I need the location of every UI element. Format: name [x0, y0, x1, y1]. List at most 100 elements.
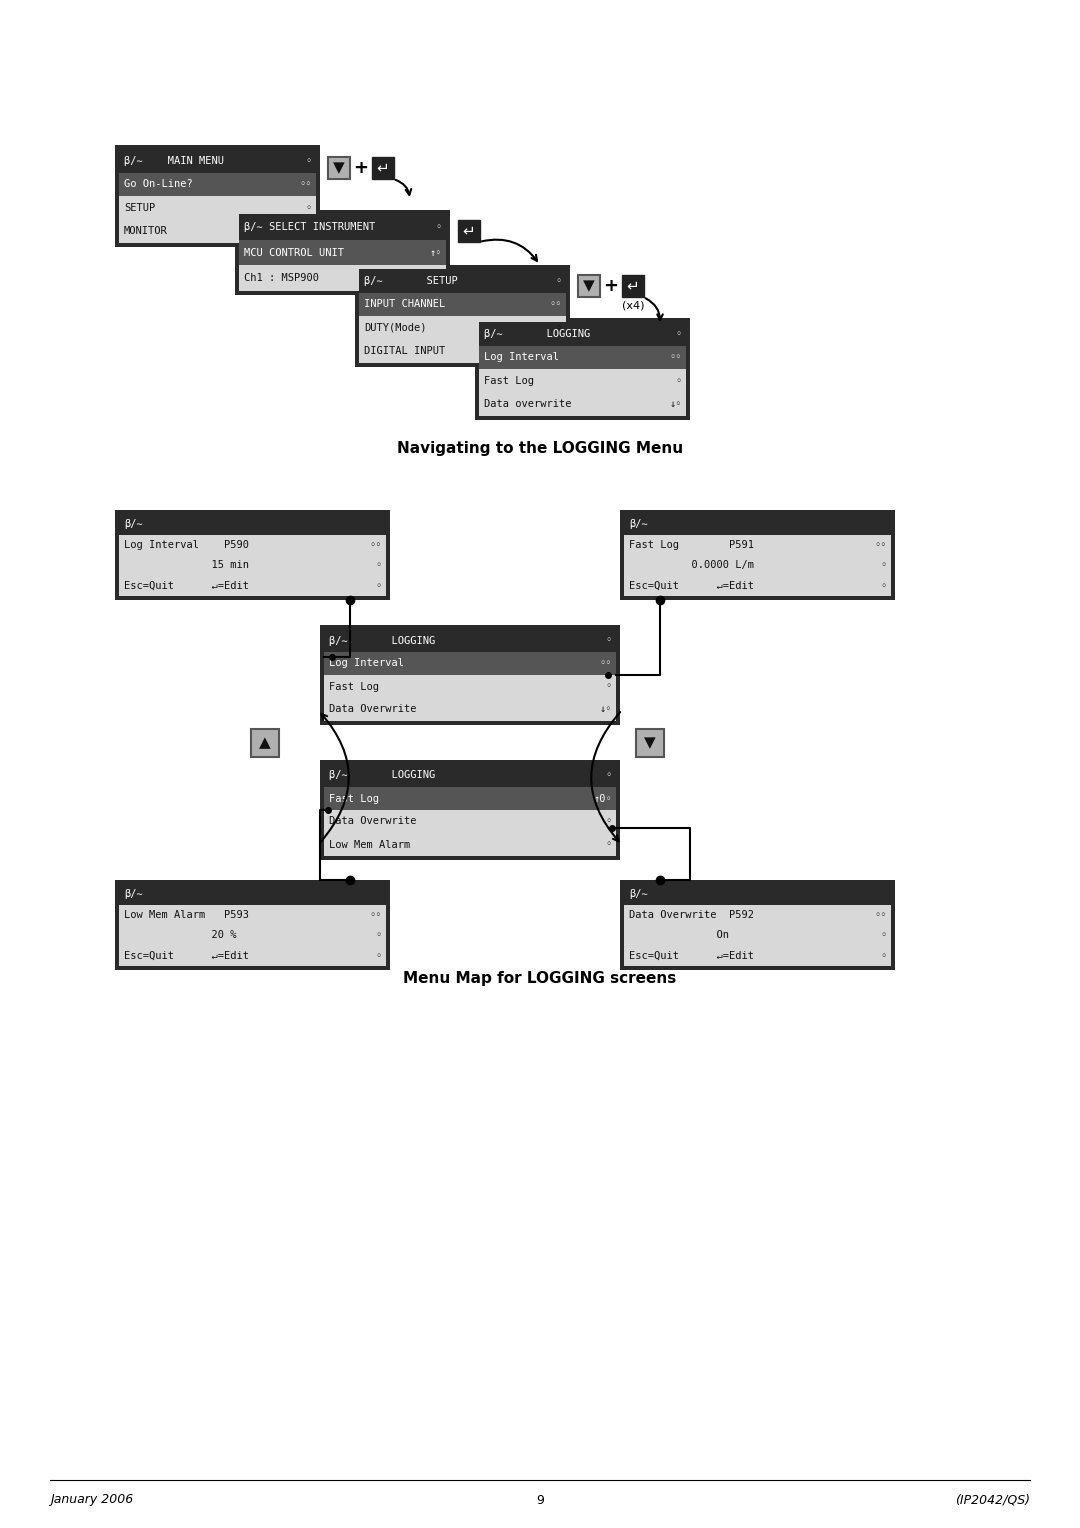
Text: ↵: ↵: [462, 223, 475, 238]
Text: ◦: ◦: [435, 222, 442, 232]
Text: ◦: ◦: [376, 950, 382, 961]
FancyBboxPatch shape: [239, 240, 446, 266]
Text: ▼: ▼: [583, 278, 595, 293]
Text: β/∼: β/∼: [629, 889, 648, 900]
Text: ↵: ↵: [377, 160, 390, 176]
Text: ↵: ↵: [626, 278, 639, 293]
Text: DIGITAL INPUT: DIGITAL INPUT: [364, 347, 445, 356]
FancyBboxPatch shape: [239, 214, 446, 240]
FancyBboxPatch shape: [119, 150, 316, 243]
Text: ◦: ◦: [306, 203, 312, 212]
FancyBboxPatch shape: [622, 275, 644, 296]
Text: β/∼: β/∼: [124, 889, 143, 900]
Text: ◦: ◦: [376, 581, 382, 591]
FancyBboxPatch shape: [624, 513, 891, 535]
Text: Data overwrite: Data overwrite: [484, 399, 571, 410]
Text: Esc=Quit      ↵=Edit: Esc=Quit ↵=Edit: [629, 950, 754, 961]
Text: Log Interval: Log Interval: [484, 353, 559, 362]
FancyBboxPatch shape: [114, 145, 320, 248]
Text: Navigating to the LOGGING Menu: Navigating to the LOGGING Menu: [397, 440, 683, 455]
Text: β/∼    MAIN MENU: β/∼ MAIN MENU: [124, 156, 224, 165]
Text: ◦: ◦: [606, 839, 612, 850]
FancyBboxPatch shape: [324, 630, 616, 721]
FancyBboxPatch shape: [480, 322, 686, 345]
Text: Go On-Line?: Go On-Line?: [124, 179, 192, 189]
Text: Menu Map for LOGGING screens: Menu Map for LOGGING screens: [403, 970, 677, 986]
Text: ◦◦: ◦◦: [670, 353, 681, 362]
FancyBboxPatch shape: [239, 214, 446, 290]
Text: ◦: ◦: [556, 275, 562, 286]
FancyBboxPatch shape: [620, 510, 895, 601]
Text: ◦◦: ◦◦: [369, 909, 382, 920]
Text: β/∼: β/∼: [124, 520, 143, 529]
Text: Data Overwrite: Data Overwrite: [329, 816, 417, 827]
Text: 20 %: 20 %: [124, 931, 237, 940]
Text: Low Mem Alarm   P593: Low Mem Alarm P593: [124, 909, 249, 920]
Text: ◦: ◦: [556, 322, 562, 333]
FancyBboxPatch shape: [372, 157, 394, 179]
Text: ▼: ▼: [644, 735, 656, 750]
Text: ◦: ◦: [881, 950, 887, 961]
FancyBboxPatch shape: [480, 322, 686, 416]
Text: Fast Log        P591: Fast Log P591: [629, 539, 754, 550]
FancyBboxPatch shape: [624, 885, 891, 966]
Text: ↓◦: ↓◦: [599, 704, 612, 715]
Text: 15 min: 15 min: [124, 561, 249, 570]
FancyBboxPatch shape: [235, 209, 450, 295]
Text: Fast Log: Fast Log: [329, 681, 379, 692]
Text: ◦: ◦: [606, 770, 612, 781]
Text: ◦: ◦: [676, 376, 681, 385]
FancyBboxPatch shape: [324, 652, 616, 675]
FancyBboxPatch shape: [578, 275, 600, 296]
Text: (IP2042/QS): (IP2042/QS): [955, 1493, 1030, 1507]
FancyBboxPatch shape: [458, 220, 480, 241]
Text: β/∼       LOGGING: β/∼ LOGGING: [329, 636, 435, 645]
Text: +: +: [604, 277, 619, 295]
Text: January 2006: January 2006: [50, 1493, 133, 1507]
FancyBboxPatch shape: [119, 150, 316, 173]
FancyBboxPatch shape: [624, 885, 891, 905]
FancyBboxPatch shape: [320, 759, 620, 860]
FancyBboxPatch shape: [328, 157, 350, 179]
Text: β/∼       LOGGING: β/∼ LOGGING: [484, 329, 591, 339]
Text: ◦: ◦: [376, 561, 382, 570]
Text: β/∼       LOGGING: β/∼ LOGGING: [329, 770, 435, 781]
FancyBboxPatch shape: [251, 729, 279, 756]
FancyBboxPatch shape: [359, 269, 566, 364]
Text: Log Interval    P590: Log Interval P590: [124, 539, 249, 550]
Text: Fast Log: Fast Log: [484, 376, 534, 385]
FancyBboxPatch shape: [119, 513, 386, 596]
FancyBboxPatch shape: [624, 513, 891, 596]
Text: β/∼ SELECT INSTRUMENT: β/∼ SELECT INSTRUMENT: [244, 222, 375, 232]
FancyBboxPatch shape: [114, 880, 390, 970]
Text: MONITOR: MONITOR: [124, 226, 167, 237]
Text: ◦: ◦: [881, 931, 887, 940]
FancyBboxPatch shape: [620, 880, 895, 970]
Text: ↑◦: ↑◦: [430, 248, 442, 258]
FancyBboxPatch shape: [475, 318, 690, 420]
Text: ◦◦: ◦◦: [369, 539, 382, 550]
Text: ◦◦: ◦◦: [875, 909, 887, 920]
FancyBboxPatch shape: [320, 625, 620, 724]
Text: Data Overwrite  P592: Data Overwrite P592: [629, 909, 754, 920]
Text: INPUT CHANNEL: INPUT CHANNEL: [364, 299, 445, 309]
FancyBboxPatch shape: [324, 787, 616, 810]
FancyBboxPatch shape: [324, 764, 616, 856]
FancyBboxPatch shape: [480, 345, 686, 368]
FancyBboxPatch shape: [114, 510, 390, 601]
Text: ◦: ◦: [306, 156, 312, 165]
Text: ◦: ◦: [376, 931, 382, 940]
Text: ↑0◦: ↑0◦: [593, 793, 612, 804]
Text: ◦◦: ◦◦: [550, 299, 562, 309]
Text: ◦: ◦: [881, 561, 887, 570]
Text: ◦◦: ◦◦: [299, 179, 312, 189]
FancyBboxPatch shape: [324, 764, 616, 787]
Text: β/∼: β/∼: [629, 520, 648, 529]
Text: ◦: ◦: [435, 274, 442, 283]
FancyBboxPatch shape: [119, 173, 316, 196]
Text: ↓◦: ↓◦: [670, 399, 681, 410]
Text: 0.0000 L/m: 0.0000 L/m: [629, 561, 754, 570]
FancyBboxPatch shape: [119, 885, 386, 905]
Text: ◦: ◦: [881, 581, 887, 591]
Text: Esc=Quit      ↵=Edit: Esc=Quit ↵=Edit: [124, 581, 249, 591]
